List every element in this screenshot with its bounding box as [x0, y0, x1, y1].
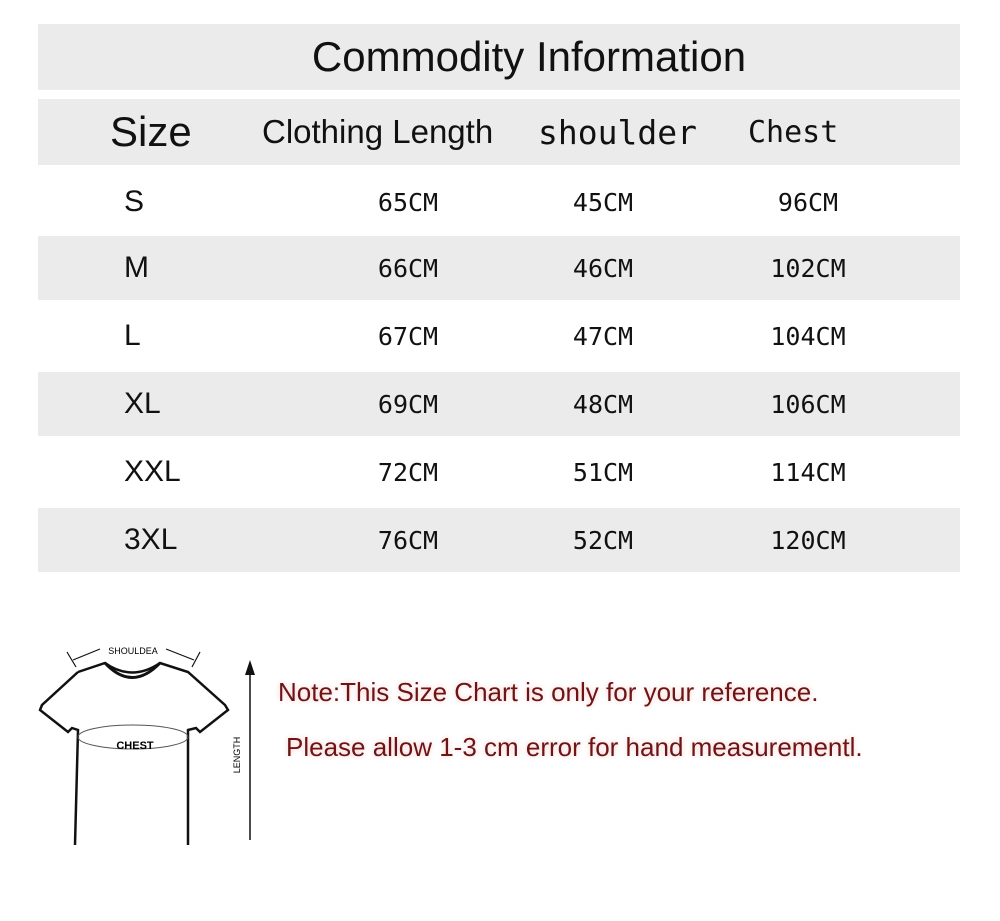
- cell-clothing-length: 65CM: [377, 187, 439, 217]
- cell-shoulder: 45CM: [572, 187, 634, 217]
- cell-size: 3XL: [124, 523, 178, 556]
- cell-chest: 104CM: [770, 321, 846, 351]
- tshirt-diagram: SHOULDEA CHEST LENGTH: [38, 646, 255, 846]
- cell-clothing-length: 72CM: [377, 457, 439, 487]
- cell-shoulder: 46CM: [572, 253, 634, 283]
- cell-chest: 120CM: [770, 525, 846, 555]
- table-header-row: Size Clothing Length shoulder Chest: [38, 99, 960, 165]
- cell-clothing-length: 76CM: [377, 525, 439, 555]
- table-row: XL 69CM 48CM 106CM: [38, 372, 960, 436]
- note-error: Please allow 1-3 cm error for hand measu…: [286, 732, 863, 762]
- header-clothing-length: Clothing Length: [262, 113, 494, 150]
- table-row: XXL 72CM 51CM 114CM: [38, 440, 960, 504]
- chest-label: CHEST: [116, 740, 154, 752]
- length-label: LENGTH: [232, 737, 242, 774]
- shoulder-label: SHOULDEA: [108, 646, 158, 656]
- header-chest: Chest: [748, 114, 839, 150]
- table-row: L 67CM 47CM 104CM: [38, 304, 960, 368]
- cell-clothing-length: 69CM: [377, 389, 439, 419]
- header-shoulder: shoulder: [538, 112, 697, 152]
- cell-shoulder: 48CM: [572, 389, 634, 419]
- cell-size: XL: [124, 387, 161, 420]
- table-row: 3XL 76CM 52CM 120CM: [38, 508, 960, 572]
- cell-shoulder: 47CM: [572, 321, 634, 351]
- cell-chest: 96CM: [777, 187, 839, 217]
- cell-size: L: [124, 319, 141, 352]
- cell-shoulder: 51CM: [572, 457, 634, 487]
- table-row: M 66CM 46CM 102CM: [38, 236, 960, 300]
- cell-chest: 102CM: [770, 253, 846, 283]
- cell-clothing-length: 67CM: [377, 321, 439, 351]
- cell-chest: 106CM: [770, 389, 846, 419]
- header-size: Size: [110, 108, 192, 155]
- cell-size: XXL: [124, 455, 181, 488]
- cell-size: M: [124, 251, 149, 284]
- table-row: S 65CM 45CM 96CM: [38, 170, 960, 234]
- cell-shoulder: 52CM: [572, 525, 634, 555]
- cell-size: S: [124, 185, 145, 218]
- table-title: Commodity Information: [38, 24, 960, 90]
- cell-clothing-length: 66CM: [377, 253, 439, 283]
- cell-chest: 114CM: [770, 457, 846, 487]
- note-reference: Note:This Size Chart is only for your re…: [278, 677, 819, 707]
